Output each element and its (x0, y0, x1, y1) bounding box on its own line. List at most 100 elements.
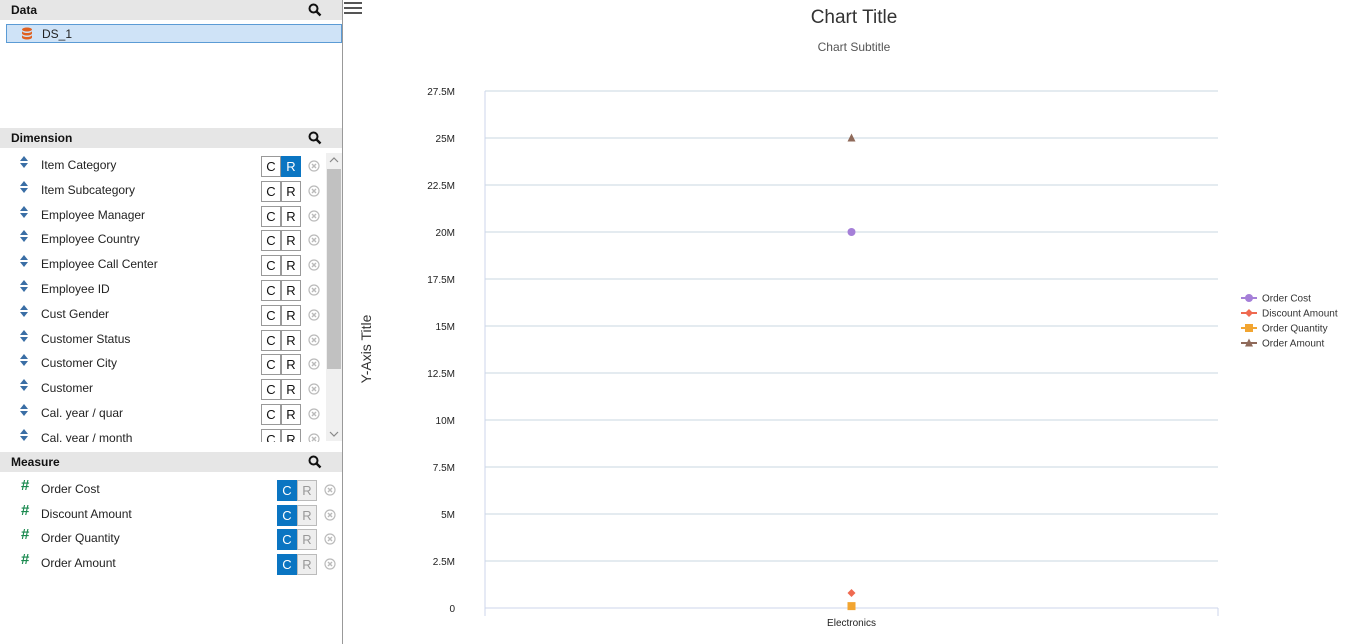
dimension-item[interactable]: Customer Status C R (0, 326, 326, 351)
row-button[interactable]: R (281, 255, 301, 277)
search-icon[interactable] (308, 455, 322, 469)
scrollbar-thumb[interactable] (327, 169, 341, 369)
search-icon[interactable] (308, 131, 322, 145)
dimension-item[interactable]: Cust Gender C R (0, 301, 326, 326)
column-button[interactable]: C (261, 379, 281, 401)
remove-icon[interactable] (324, 558, 336, 570)
sort-icon[interactable] (20, 229, 28, 243)
measure-item[interactable]: # Order Amount C R (0, 550, 342, 575)
dimension-item[interactable]: Employee ID C R (0, 276, 326, 301)
sort-icon[interactable] (20, 205, 28, 219)
column-button[interactable]: C (261, 205, 281, 227)
remove-icon[interactable] (308, 284, 320, 296)
row-button[interactable]: R (281, 329, 301, 351)
remove-icon[interactable] (324, 508, 336, 521)
measure-item[interactable]: # Discount Amount C R (0, 501, 342, 526)
measure-item[interactable]: # Order Cost C R (0, 476, 342, 501)
remove-icon[interactable] (308, 358, 320, 370)
column-button[interactable]: C (261, 304, 281, 326)
dimension-scrollbar[interactable] (326, 153, 342, 441)
y-axis-title: Y-Axis Title (358, 314, 374, 383)
row-button[interactable]: R (281, 156, 301, 177)
sort-icon[interactable] (20, 353, 28, 367)
row-button[interactable]: R (281, 230, 301, 252)
sort-icon[interactable] (20, 155, 28, 169)
remove-icon[interactable] (308, 408, 320, 420)
sort-icon[interactable] (20, 180, 28, 194)
sort-icon[interactable] (20, 403, 28, 417)
scroll-up-icon[interactable] (326, 153, 342, 167)
column-button[interactable]: C (261, 280, 281, 301)
measure-section-header: Measure (0, 452, 342, 472)
remove-icon[interactable] (308, 185, 320, 197)
remove-icon[interactable] (308, 209, 320, 222)
remove-icon[interactable] (308, 160, 320, 172)
column-button[interactable]: C (261, 255, 281, 277)
row-button[interactable]: R (297, 529, 317, 551)
column-button[interactable]: C (261, 230, 281, 252)
dimension-label: Customer City (41, 356, 118, 371)
sort-icon[interactable] (20, 378, 28, 392)
dimension-item[interactable]: Cal. year / month C R (0, 425, 326, 442)
sort-icon[interactable] (20, 428, 28, 442)
column-button[interactable]: C (261, 329, 281, 351)
dimension-item[interactable]: Item Subcategory C R (0, 177, 326, 202)
column-button[interactable]: C (277, 504, 297, 526)
sort-icon[interactable] (20, 329, 28, 343)
column-button[interactable]: C (277, 529, 297, 551)
y-tick-label: 15M (436, 322, 455, 333)
dimension-item[interactable]: Cal. year / quar C R (0, 400, 326, 425)
scroll-down-icon[interactable] (326, 427, 342, 441)
dimension-label: Item Category (41, 158, 117, 172)
remove-icon[interactable] (324, 533, 336, 545)
dimension-item[interactable]: Customer City C R (0, 350, 326, 376)
dimension-item[interactable]: Item Category C R (0, 152, 326, 177)
column-button[interactable]: C (261, 354, 281, 376)
column-button[interactable]: C (277, 480, 297, 501)
remove-icon[interactable] (308, 259, 320, 271)
measure-item[interactable]: # Order Quantity C R (0, 525, 342, 551)
row-button[interactable]: R (281, 304, 301, 326)
column-button[interactable]: C (261, 404, 281, 425)
row-button[interactable]: R (297, 504, 317, 526)
dimension-label: Employee ID (41, 282, 110, 296)
row-button[interactable]: R (297, 553, 317, 575)
dimension-item[interactable]: Customer C R (0, 375, 326, 401)
field-panel: Data DS_1 Dimension Item Category C R Item … (0, 0, 343, 644)
dataset-item[interactable]: DS_1 (6, 24, 342, 43)
y-tick-label: 5M (441, 510, 455, 521)
row-button[interactable]: R (281, 404, 301, 425)
column-button[interactable]: C (261, 156, 281, 177)
row-button[interactable]: R (281, 379, 301, 401)
dimension-item[interactable]: Employee Manager C R (0, 202, 326, 227)
remove-icon[interactable] (308, 309, 320, 321)
sort-icon[interactable] (20, 254, 28, 268)
column-button[interactable]: C (261, 428, 281, 442)
row-button[interactable]: R (281, 354, 301, 376)
row-button[interactable]: R (281, 280, 301, 301)
dataset-label: DS_1 (42, 27, 73, 41)
row-button[interactable]: R (297, 480, 317, 501)
remove-icon[interactable] (308, 433, 320, 442)
column-button[interactable]: C (261, 180, 281, 202)
remove-icon[interactable] (324, 484, 336, 496)
row-button[interactable]: R (281, 205, 301, 227)
dimension-item[interactable]: Employee Call Center C R (0, 251, 326, 277)
search-icon[interactable] (308, 3, 322, 17)
remove-icon[interactable] (308, 383, 320, 395)
y-tick-label: 22.5M (427, 181, 455, 192)
row-button[interactable]: R (281, 180, 301, 202)
y-tick-label: 20M (436, 228, 455, 239)
y-tick-label: 10M (436, 416, 455, 427)
remove-icon[interactable] (308, 234, 320, 246)
data-point (847, 602, 856, 611)
row-button[interactable]: R (281, 428, 301, 442)
sort-icon[interactable] (20, 304, 28, 318)
sort-icon[interactable] (20, 279, 28, 293)
dimension-item[interactable]: Employee Country C R (0, 226, 326, 252)
column-button[interactable]: C (277, 553, 297, 575)
chart-title: Chart Title (811, 7, 898, 28)
hamburger-menu-icon[interactable] (344, 0, 362, 16)
remove-icon[interactable] (308, 333, 320, 346)
measure-label: Discount Amount (41, 506, 132, 521)
